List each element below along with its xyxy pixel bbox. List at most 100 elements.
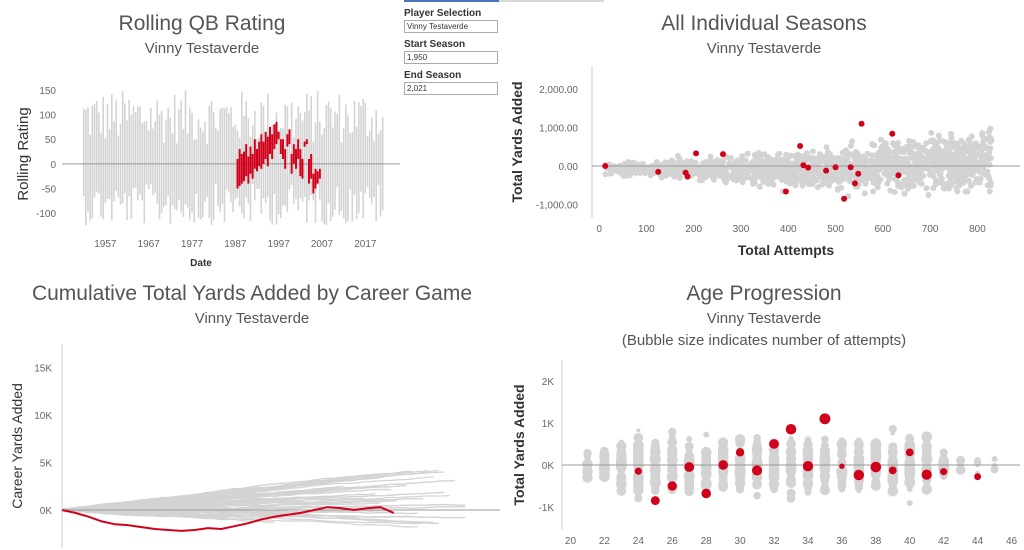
background-bubble bbox=[940, 458, 947, 465]
background-bubble bbox=[703, 431, 710, 438]
background-point bbox=[943, 139, 950, 146]
rolling-rating-chart[interactable]: -100 -50 0 50 100 150 1957 1967 1977 1987 1997 2007… bbox=[0, 0, 404, 270]
background-point bbox=[982, 168, 989, 175]
highlight-bubble bbox=[888, 466, 897, 475]
background-bubble bbox=[602, 470, 607, 475]
background-bubble bbox=[650, 464, 661, 474]
background-point bbox=[903, 155, 910, 162]
background-point bbox=[769, 172, 776, 179]
background-point bbox=[744, 169, 751, 176]
background-bubble bbox=[718, 449, 729, 460]
background-bubble bbox=[752, 472, 762, 482]
background-bubble bbox=[734, 464, 746, 476]
background-bubble bbox=[907, 476, 912, 481]
background-point bbox=[883, 152, 890, 159]
background-career-line bbox=[61, 486, 365, 511]
background-point bbox=[702, 164, 709, 171]
player-selection-input[interactable]: Vinny Testaverde bbox=[404, 20, 498, 33]
background-career-line bbox=[61, 509, 227, 519]
background-point bbox=[780, 165, 787, 172]
end-season-input[interactable]: 2,021 bbox=[404, 82, 498, 95]
background-bubble bbox=[837, 468, 847, 478]
background-point bbox=[796, 175, 803, 182]
background-point bbox=[937, 169, 944, 176]
x-tick-label: 36 bbox=[836, 536, 848, 547]
cumulative-yards-chart[interactable]: 0K 5K 10K 15K Career Yards Added bbox=[0, 272, 504, 550]
background-point bbox=[872, 177, 879, 184]
background-point bbox=[834, 154, 841, 161]
background-point bbox=[901, 147, 908, 154]
background-point bbox=[861, 190, 868, 197]
highlight-bubble bbox=[684, 462, 695, 472]
background-point bbox=[753, 165, 760, 172]
start-season-input[interactable]: 1,950 bbox=[404, 51, 498, 64]
player-selection-label: Player Selection bbox=[404, 8, 482, 19]
background-point bbox=[950, 169, 957, 176]
highlight-point bbox=[720, 151, 727, 158]
background-point bbox=[809, 148, 816, 155]
background-point bbox=[643, 166, 650, 173]
background-point bbox=[986, 161, 993, 168]
age-progression-chart[interactable]: -1K 0K 1K 2K 20 22 24 26 28 30 32 34 36 38 40 42 44 46 Tot… bbox=[504, 272, 1024, 550]
x-tick-label: 32 bbox=[768, 536, 780, 547]
background-bubble bbox=[890, 447, 895, 452]
background-bubble bbox=[788, 477, 794, 483]
background-bubble bbox=[685, 448, 693, 455]
x-axis-label: Date bbox=[190, 258, 212, 269]
background-career-line bbox=[61, 510, 275, 523]
background-point bbox=[922, 159, 929, 166]
background-bubble bbox=[618, 485, 625, 492]
background-point bbox=[985, 153, 992, 160]
individual-seasons-chart[interactable]: -1,000.00 0.00 1,000.00 2,000.00 0 100 200 300 4… bbox=[504, 0, 1024, 270]
background-bubble bbox=[788, 467, 794, 474]
background-bubble bbox=[906, 500, 913, 507]
highlight-point bbox=[847, 164, 854, 171]
background-point bbox=[869, 141, 876, 148]
background-point bbox=[908, 175, 915, 182]
background-point bbox=[842, 152, 849, 159]
background-point bbox=[823, 152, 830, 159]
x-tick-label: 20 bbox=[565, 536, 577, 547]
background-point bbox=[739, 162, 746, 169]
background-point bbox=[709, 171, 716, 178]
background-point bbox=[905, 143, 912, 150]
background-point bbox=[913, 143, 920, 150]
background-point bbox=[923, 140, 930, 147]
background-bubble bbox=[785, 447, 797, 458]
background-point bbox=[815, 155, 822, 162]
y-tick-label: 10K bbox=[34, 411, 52, 422]
background-point bbox=[840, 170, 847, 177]
background-point bbox=[878, 136, 885, 143]
background-point bbox=[792, 175, 799, 182]
y-axis-label: Career Yards Added bbox=[9, 383, 25, 509]
age-chart-subtitle-bubble: (Bubble size indicates number of attempt… bbox=[621, 332, 907, 349]
background-bubble bbox=[702, 454, 710, 461]
highlight-bubble bbox=[701, 488, 711, 499]
background-point bbox=[823, 144, 830, 151]
highlight-bubble bbox=[718, 460, 728, 470]
background-bubble bbox=[921, 431, 933, 443]
x-tick-label: 500 bbox=[827, 224, 844, 235]
background-bubble bbox=[924, 458, 930, 464]
background-bubble bbox=[804, 488, 812, 496]
background-point bbox=[932, 181, 939, 188]
background-point bbox=[887, 170, 894, 177]
x-tick-label: 46 bbox=[1006, 536, 1018, 547]
x-tick-label: 22 bbox=[599, 536, 611, 547]
background-point bbox=[765, 166, 772, 173]
background-bubble bbox=[616, 471, 626, 481]
background-bubble bbox=[890, 454, 896, 460]
highlight-bubble bbox=[974, 473, 982, 481]
background-point bbox=[742, 157, 749, 164]
background-bubble bbox=[718, 482, 728, 492]
background-point bbox=[911, 166, 918, 173]
cumulative-panel: Cumulative Total Yards Added by Career G… bbox=[0, 272, 504, 550]
x-tick-label: 28 bbox=[701, 536, 713, 547]
highlight-bubble bbox=[650, 496, 660, 506]
background-bubble bbox=[839, 445, 845, 452]
highlight-point bbox=[782, 188, 789, 195]
x-tick-label: 1977 bbox=[181, 239, 204, 250]
seasons-chart-subtitle: Vinny Testaverde bbox=[706, 40, 822, 57]
x-tick-label: 2017 bbox=[354, 239, 377, 250]
background-point bbox=[602, 171, 609, 178]
